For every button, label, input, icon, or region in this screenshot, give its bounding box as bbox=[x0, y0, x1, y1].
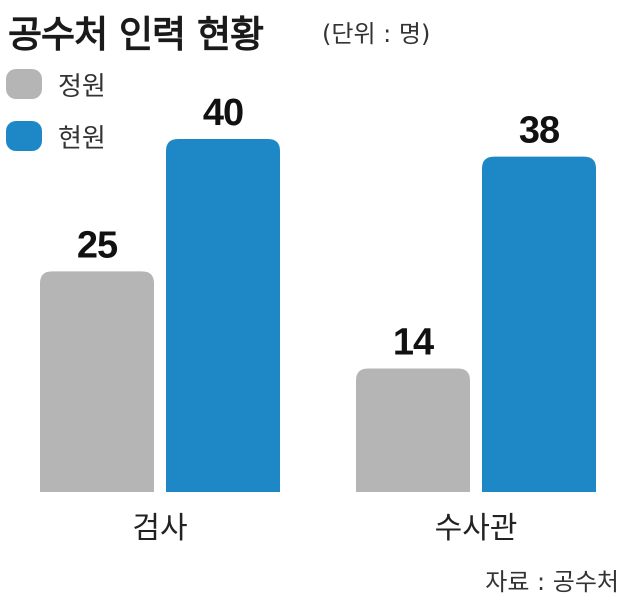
bar-current-1 bbox=[482, 156, 596, 492]
source-note: 자료 : 공수처 bbox=[485, 568, 619, 596]
legend-label-quota: 정원 bbox=[58, 71, 106, 102]
data-label-current-0: 40 bbox=[203, 92, 243, 134]
legend-item-quota: 정원 bbox=[6, 66, 106, 102]
legend-item-current: 현원 bbox=[6, 118, 106, 154]
category-label-0: 검사 bbox=[132, 511, 187, 546]
bar-current-0 bbox=[166, 139, 280, 492]
bar-quota-0 bbox=[40, 271, 154, 492]
chart-title: 공수처 인력 현황 bbox=[8, 13, 264, 56]
category-label-1: 수사관 bbox=[435, 511, 518, 546]
legend-swatch-quota bbox=[6, 69, 42, 99]
data-label-quota-1: 14 bbox=[393, 321, 434, 363]
legend-label-current: 현원 bbox=[58, 123, 106, 154]
legend-swatch-current bbox=[6, 121, 42, 151]
bar-quota-1 bbox=[356, 368, 470, 492]
data-label-current-1: 38 bbox=[519, 110, 559, 152]
data-label-quota-0: 25 bbox=[77, 224, 118, 266]
unit-label: (단위 : 명) bbox=[322, 20, 431, 48]
